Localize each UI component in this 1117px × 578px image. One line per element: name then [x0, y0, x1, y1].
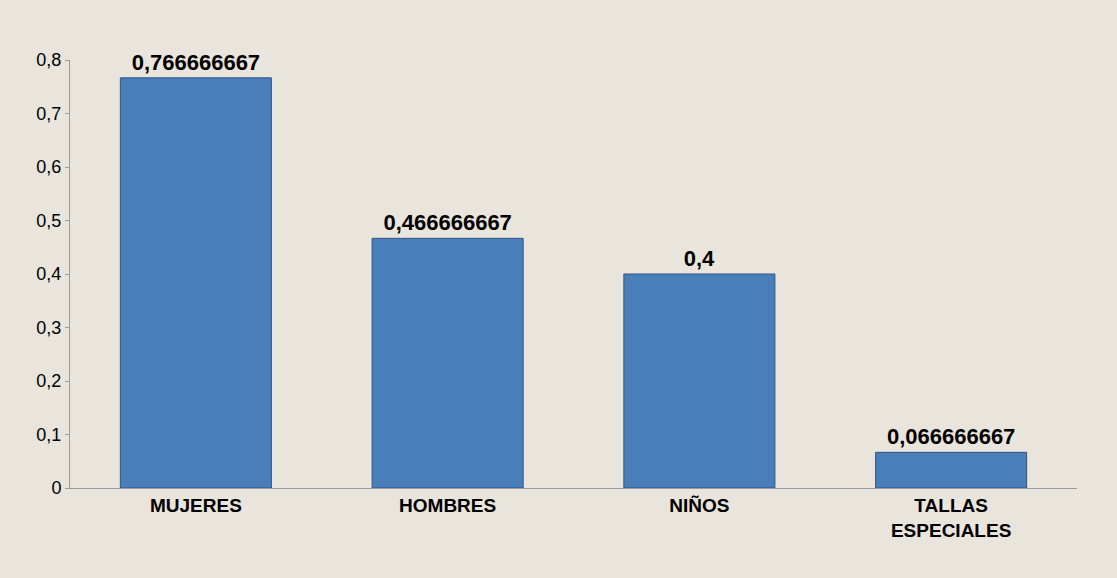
- svg-text:MUJERES: MUJERES: [150, 495, 242, 516]
- svg-text:TALLASESPECIALES: TALLASESPECIALES: [891, 495, 1011, 541]
- svg-text:0,7: 0,7: [36, 104, 61, 124]
- svg-text:0,5: 0,5: [36, 211, 61, 231]
- svg-text:0,766666667: 0,766666667: [132, 50, 260, 75]
- svg-text:0,4: 0,4: [36, 264, 61, 284]
- svg-text:0,066666667: 0,066666667: [887, 424, 1015, 449]
- svg-text:0: 0: [51, 478, 61, 498]
- svg-text:0,6: 0,6: [36, 157, 61, 177]
- svg-text:HOMBRES: HOMBRES: [399, 495, 496, 516]
- svg-text:0,3: 0,3: [36, 318, 61, 338]
- svg-text:0,2: 0,2: [36, 371, 61, 391]
- svg-text:0,1: 0,1: [36, 425, 61, 445]
- svg-text:0,466666667: 0,466666667: [383, 210, 511, 235]
- svg-text:0,8: 0,8: [36, 50, 61, 70]
- svg-text:NIÑOS: NIÑOS: [669, 495, 729, 516]
- svg-text:0,4: 0,4: [684, 246, 715, 271]
